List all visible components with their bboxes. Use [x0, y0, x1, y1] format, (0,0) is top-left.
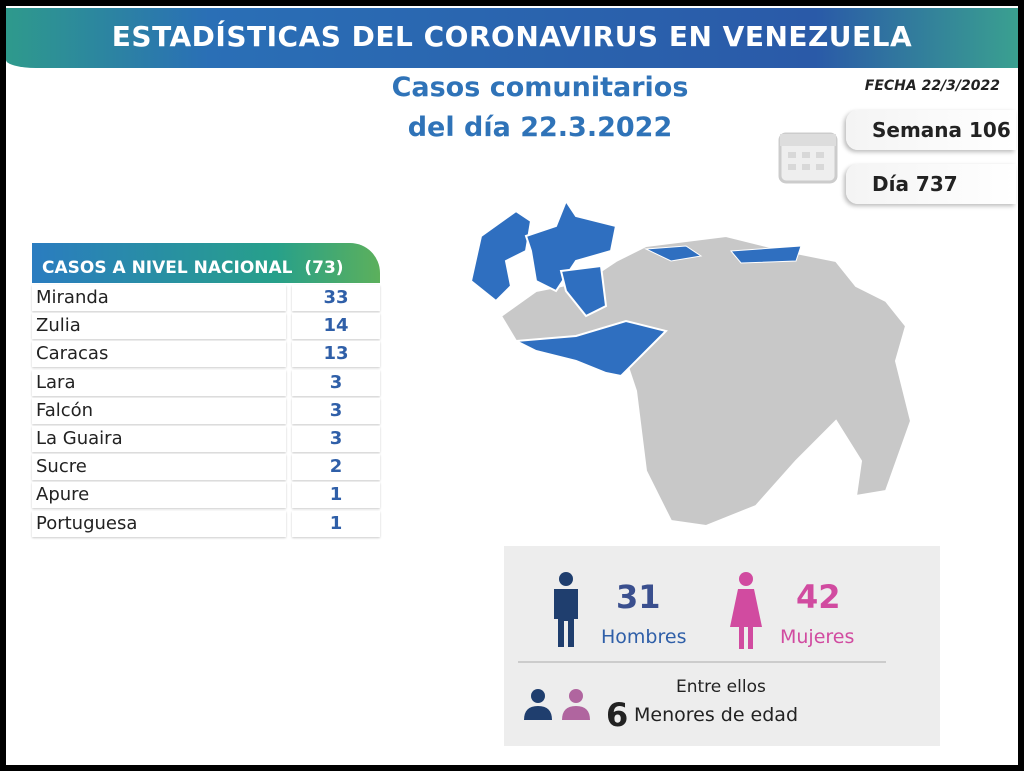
- note: Entre ellos: [676, 677, 766, 697]
- table-row: Portuguesa 1: [32, 510, 380, 537]
- table-header: CASOS A NIVEL NACIONAL (73): [32, 243, 380, 283]
- table-row: Apure 1: [32, 482, 380, 509]
- region-name: Apure: [32, 482, 286, 509]
- week: Semana 106: [846, 110, 1016, 150]
- minors-icon: [524, 689, 590, 720]
- region-cases: 14: [292, 313, 380, 340]
- day: Día 737: [846, 164, 1016, 204]
- man-icon: [554, 572, 578, 647]
- table-row: Miranda 33: [32, 285, 380, 311]
- table-row: Zulia 14: [32, 313, 380, 340]
- region-name: La Guaira: [32, 426, 286, 452]
- region-cases: 13: [292, 341, 380, 368]
- minors-label: Menores de edad: [634, 704, 799, 726]
- calendar-icon: [778, 132, 838, 184]
- region-cases: 3: [292, 369, 380, 396]
- table-row: Caracas 13: [32, 341, 380, 368]
- table-row: Lara 3: [32, 369, 380, 396]
- table-title: CASOS A NIVEL NACIONAL: [42, 258, 293, 278]
- subtitle: Casos comunitarios: [391, 72, 689, 103]
- minors-value: 6: [606, 696, 629, 734]
- map: [469, 198, 913, 528]
- region-cases: 2: [292, 454, 380, 481]
- title: ESTADÍSTICAS DEL CORONAVIRUS EN VENEZUEL…: [111, 20, 913, 53]
- subtitle: del día 22.3.2022: [407, 112, 673, 143]
- table-row: La Guaira 3: [32, 426, 380, 452]
- women-label: Mujeres: [780, 626, 855, 648]
- region-name: Sucre: [32, 454, 286, 481]
- region-name: Zulia: [32, 313, 286, 340]
- region-cases: 1: [292, 510, 380, 537]
- date: FECHA 22/3/2022: [864, 78, 1000, 94]
- men-label: Hombres: [601, 626, 687, 648]
- women-value: 42: [796, 578, 841, 616]
- region-name: Lara: [32, 369, 286, 396]
- canvas: ESTADÍSTICAS DEL CORONAVIRUS EN VENEZUEL…: [6, 6, 1018, 765]
- table-total: (73): [304, 258, 344, 278]
- region-name: Falcón: [32, 397, 286, 424]
- region-cases: 3: [292, 426, 380, 452]
- region-cases: 3: [292, 397, 380, 424]
- men-value: 31: [616, 578, 661, 616]
- woman-icon: [730, 572, 762, 649]
- table-row: Falcón 3: [32, 397, 380, 424]
- region-name: Miranda: [32, 285, 286, 311]
- region-name: Portuguesa: [32, 510, 286, 537]
- region-name: Caracas: [32, 341, 286, 368]
- banner: [6, 8, 1018, 68]
- region-cases: 1: [292, 482, 380, 509]
- region-cases: 33: [292, 285, 380, 311]
- table-row: Sucre 2: [32, 454, 380, 481]
- divider: [518, 661, 886, 663]
